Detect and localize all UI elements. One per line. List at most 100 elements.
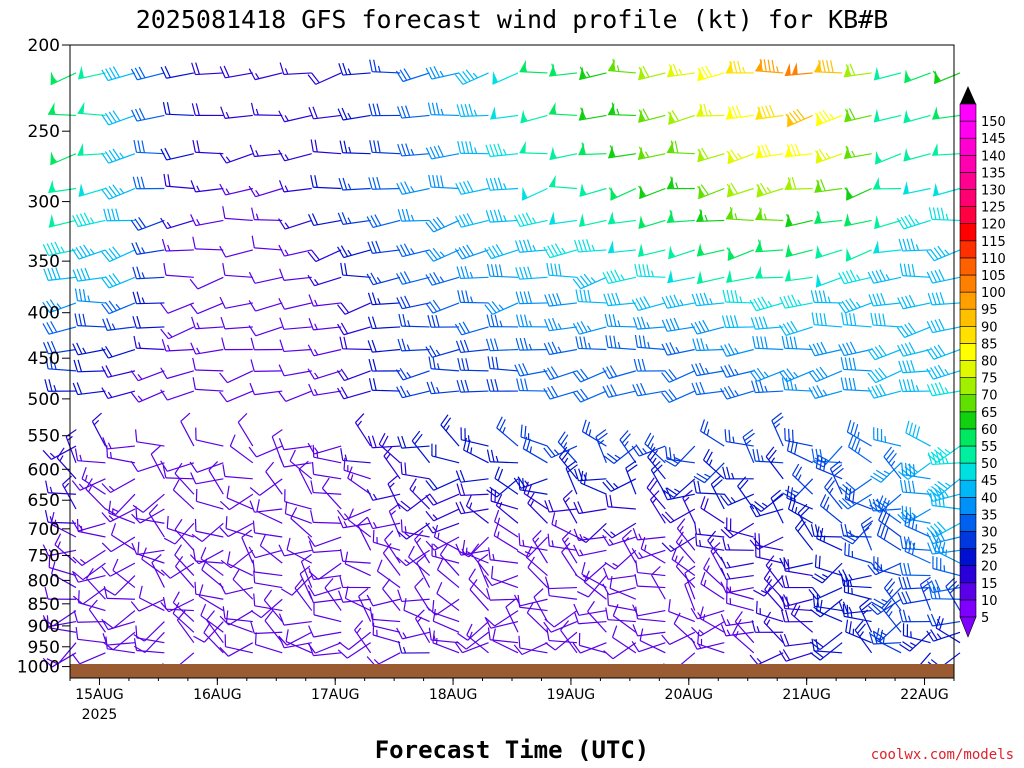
wind-barb: [101, 300, 136, 315]
wind-barb: [935, 616, 961, 644]
wind-barb: [232, 568, 254, 600]
wind-barb: [138, 585, 165, 612]
wind-barb: [930, 493, 961, 510]
wind-barb: [278, 613, 312, 626]
wind-barb: [784, 143, 813, 158]
wind-barb: [101, 536, 136, 553]
wind-barb: [73, 610, 106, 623]
wind-barb: [565, 460, 578, 495]
wind-barb: [369, 59, 401, 74]
wind-barb: [666, 63, 695, 78]
wind-barb: [395, 367, 430, 381]
wind-barb: [874, 215, 902, 230]
wind-barb: [824, 476, 843, 510]
wind-barb: [544, 631, 578, 651]
wind-barb: [48, 179, 77, 194]
wind-barb: [814, 554, 843, 577]
wind-barb: [493, 509, 519, 538]
wind-barb: [190, 180, 224, 193]
wind-barb: [926, 344, 961, 360]
wind-barb: [699, 606, 725, 633]
wind-barb: [203, 621, 224, 654]
wind-barb: [160, 147, 195, 161]
wind-barb: [710, 475, 725, 510]
wind-barb: [74, 313, 106, 328]
wind-barb: [876, 523, 902, 551]
wind-barb: [42, 544, 77, 557]
wind-barb: [515, 266, 548, 280]
wind-barb: [278, 297, 312, 310]
wind-barb: [726, 517, 754, 538]
wind-barb: [609, 576, 637, 600]
wind-barb: [105, 636, 136, 654]
wind-barb: [522, 436, 548, 464]
wind-barb: [219, 370, 254, 384]
wind-barb: [749, 296, 784, 312]
wind-barb: [661, 487, 695, 501]
wind-barb: [819, 494, 843, 524]
wind-barb: [101, 246, 136, 263]
wind-barb: [486, 449, 519, 464]
colorbar-label: 15: [981, 577, 998, 592]
colorbar-segment: [959, 325, 977, 344]
wind-barb: [286, 537, 313, 564]
wind-barb: [810, 524, 843, 538]
wind-barb: [278, 390, 312, 402]
wind-barb: [248, 185, 283, 198]
wind-barb: [431, 443, 460, 464]
wind-barb: [755, 144, 784, 159]
wind-barb: [543, 243, 578, 259]
wind-barb: [878, 508, 902, 538]
wind-barb: [919, 576, 933, 611]
wind-barb: [337, 212, 371, 225]
colorbar-label: 90: [981, 320, 998, 335]
wind-barb: [513, 642, 548, 656]
wind-barb: [396, 271, 430, 285]
wind-barb: [163, 173, 194, 190]
wind-barb: [130, 217, 165, 231]
wind-barb: [515, 239, 548, 253]
wind-barb: [307, 584, 342, 597]
wind-barb: [45, 480, 77, 495]
wind-barb: [638, 185, 666, 200]
wind-barb: [934, 538, 961, 564]
wind-barb: [308, 318, 342, 331]
wind-barb: [485, 209, 519, 223]
wind-barb: [581, 561, 607, 589]
y-tick-label: 500: [28, 390, 60, 410]
colorbar-segment: [959, 531, 977, 549]
wind-barb: [838, 478, 872, 496]
wind-barb: [224, 634, 253, 654]
wind-barb: [580, 470, 607, 495]
colorbar-segment: [959, 360, 977, 378]
wind-barb: [411, 430, 431, 464]
wind-barb: [249, 500, 283, 513]
wind-barb: [905, 420, 931, 447]
wind-barb: [926, 364, 961, 380]
wind-barb: [312, 444, 342, 464]
wind-barb: [782, 596, 813, 612]
wind-barb: [108, 500, 136, 524]
colorbar-label: 20: [981, 560, 998, 575]
wind-barb: [253, 593, 283, 612]
wind-barb: [256, 499, 283, 524]
wind-barb: [278, 244, 312, 257]
wind-barb: [771, 412, 784, 447]
wind-barb: [493, 523, 519, 551]
wind-barb: [749, 367, 784, 382]
wind-barb: [561, 529, 578, 564]
wind-barb: [521, 186, 548, 201]
wind-barb: [151, 554, 165, 588]
wind-barb: [425, 216, 460, 233]
wind-barb: [299, 565, 313, 600]
wind-barb: [607, 102, 636, 117]
wind-barb: [102, 610, 136, 629]
wind-barb: [926, 245, 961, 262]
wind-barb: [101, 346, 136, 359]
wind-barb: [605, 607, 636, 623]
wind-barb: [414, 530, 431, 564]
wind-barb: [163, 262, 194, 278]
wind-barb: [873, 108, 902, 123]
wind-barb: [572, 642, 607, 654]
